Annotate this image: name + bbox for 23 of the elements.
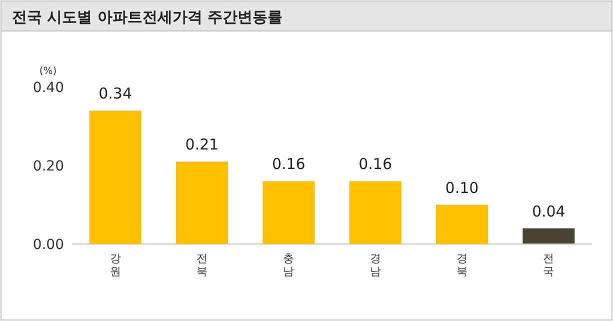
- data-label: 0.10: [445, 178, 479, 197]
- x-tick-label: 충남: [283, 252, 294, 278]
- data-label: 0.16: [272, 155, 306, 174]
- y-tick-label: 0.00: [32, 237, 64, 253]
- data-label: 0.16: [358, 155, 392, 174]
- x-tick-label: 전국: [543, 252, 554, 278]
- x-tick-label: 전북: [196, 252, 208, 278]
- bar: [89, 110, 142, 244]
- bar: [522, 228, 575, 244]
- y-tick-label: 0.40: [32, 80, 64, 96]
- x-tick-label: 경북: [456, 252, 468, 278]
- x-tick-label: 강원: [110, 252, 121, 278]
- bar: [176, 162, 228, 244]
- data-label: 0.04: [532, 202, 566, 220]
- data-label: 0.34: [98, 84, 132, 103]
- chart-title: 전국 시도별 아파트전세가격 주간변동률: [12, 8, 283, 26]
- bar: [349, 181, 402, 244]
- x-tick-label: 경남: [370, 252, 381, 278]
- data-label: 0.21: [185, 136, 219, 154]
- y-tick-label: 0.20: [32, 158, 64, 174]
- y-axis-title: (%): [39, 66, 57, 77]
- bar: [436, 204, 488, 244]
- bar: [262, 181, 315, 244]
